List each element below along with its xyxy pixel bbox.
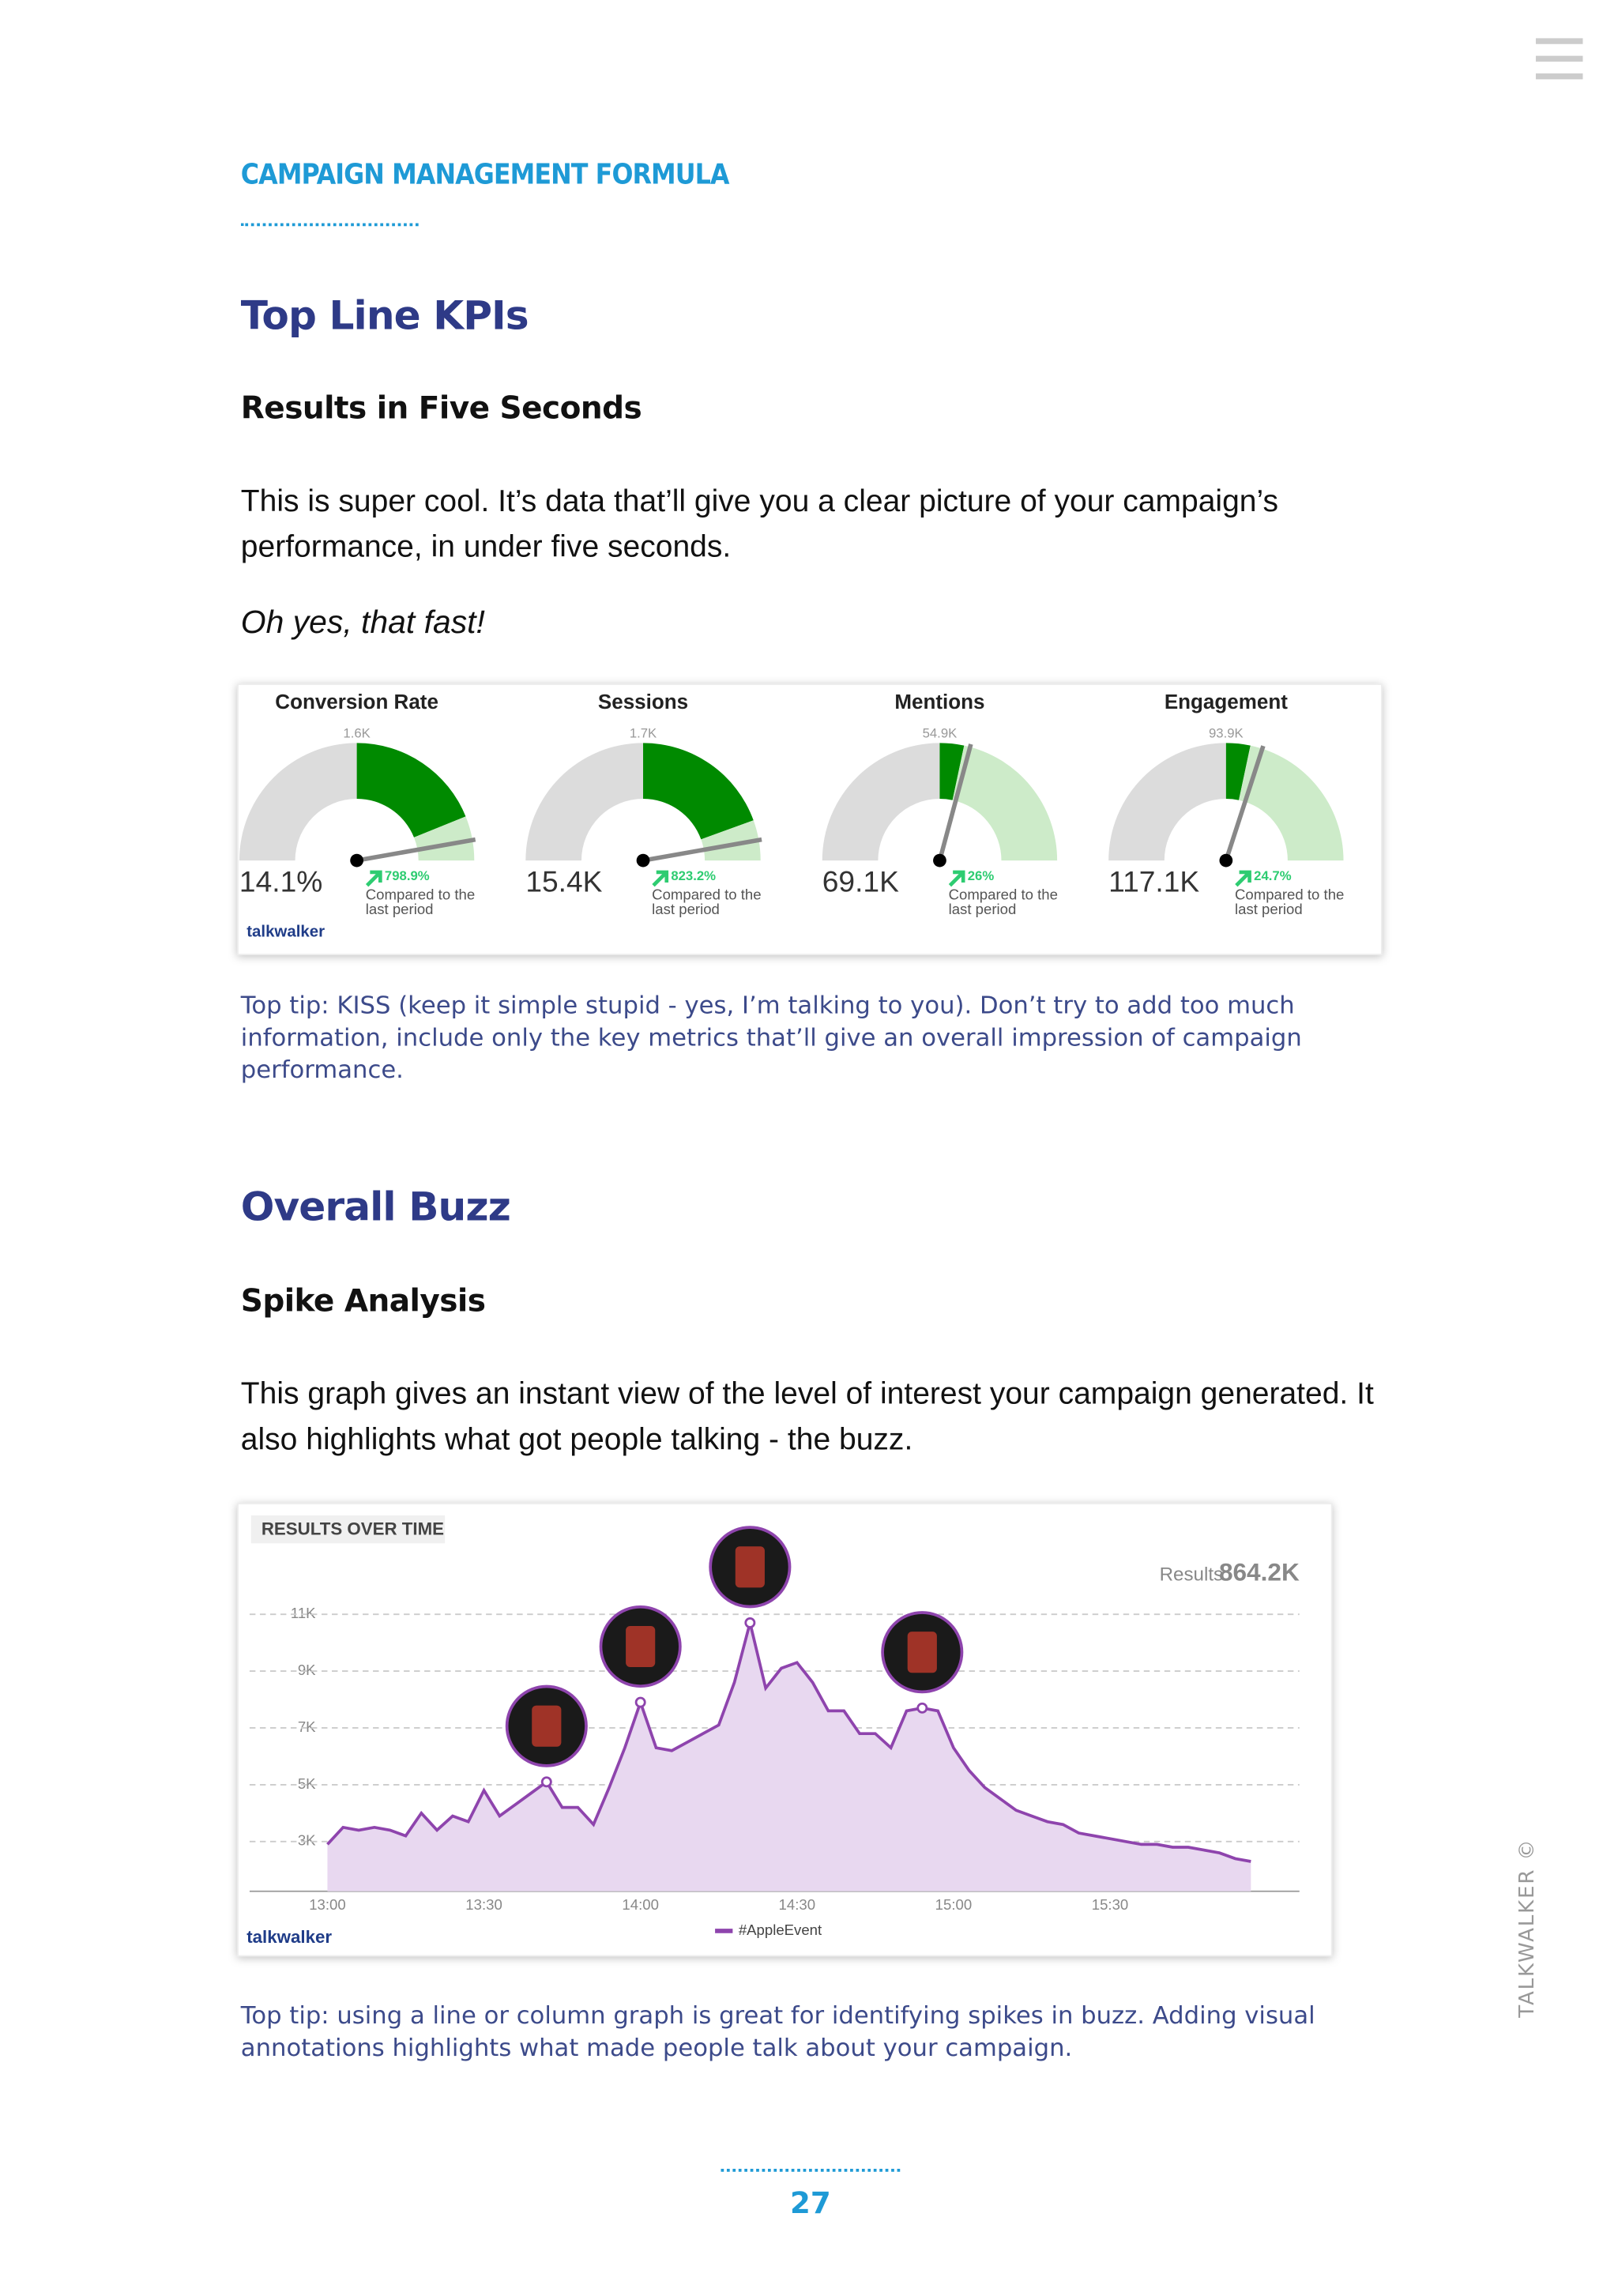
- brand-logo: talkwalker: [246, 923, 325, 941]
- gauge-value: 14.1%: [239, 865, 322, 898]
- annotation-point: [744, 1617, 756, 1628]
- legend-label: #AppleEvent: [739, 1921, 822, 1938]
- trend-arrow: [1235, 870, 1251, 887]
- gauge-value: 117.1K: [1108, 865, 1199, 898]
- gauge-change: 26%: [968, 868, 995, 883]
- gauge-needle: [1224, 745, 1266, 861]
- gauge-rest: [952, 745, 1058, 861]
- y-tick-label: 5K: [298, 1775, 316, 1792]
- area: [327, 1622, 1251, 1891]
- y-tick-label: 11K: [291, 1605, 316, 1621]
- gauge-title: Conversion Rate: [275, 690, 438, 713]
- gauge-change: 24.7%: [1254, 868, 1292, 883]
- line: [326, 1622, 1251, 1863]
- trend-arrow: [948, 870, 965, 887]
- subheading: Results in Five Seconds: [240, 390, 642, 426]
- tip: Top tip: using a line or column graph is…: [240, 2001, 1315, 2062]
- trend-arrow: [365, 870, 382, 887]
- gauge-rest: [701, 820, 761, 861]
- tip: Top tip: KISS (keep it simple stupid - y…: [240, 991, 1302, 1084]
- gauge-comparison: Compared to the: [1235, 886, 1344, 903]
- brand-logo: talkwalker: [246, 1927, 332, 1947]
- gauge-title: Sessions: [598, 690, 688, 713]
- gauge-fill: [1225, 743, 1251, 800]
- x-tick-label: 14:00: [622, 1896, 659, 1913]
- gauge-max: 54.9K: [923, 726, 958, 741]
- gauge-hub: [350, 853, 363, 868]
- gauge-value: 15.4K: [525, 865, 602, 898]
- gauge-needle: [356, 837, 476, 863]
- paragraph: This graph gives an instant view of the …: [240, 1377, 1374, 1457]
- gauge-max: 1.7K: [630, 726, 657, 741]
- gauge-hub: [636, 853, 650, 868]
- gauge-max: 93.9K: [1209, 726, 1244, 741]
- title-badge: [250, 1515, 446, 1544]
- gauge-rest: [1239, 745, 1344, 861]
- y-tick-label: 9K: [298, 1662, 316, 1678]
- gauge-comparison: last period: [949, 901, 1017, 917]
- divider: [721, 2169, 901, 2172]
- x-tick-label: 14:30: [779, 1896, 816, 1913]
- gauge-hub: [1219, 853, 1233, 868]
- gauge-change: 823.2%: [671, 868, 716, 883]
- chart-title: RESULTS OVER TIME: [262, 1519, 444, 1538]
- menu-icon[interactable]: [1535, 38, 1583, 80]
- gauge-comparison: last period: [652, 901, 720, 917]
- gauge-title: Mentions: [894, 690, 984, 713]
- gauge-max: 1.6K: [343, 726, 370, 741]
- annotation-point: [916, 1702, 928, 1714]
- gauge-comparison: last period: [1235, 901, 1303, 917]
- gauge-track: [239, 743, 357, 861]
- trend-arrow: [652, 870, 669, 887]
- heading: Overall Buzz: [240, 1184, 511, 1231]
- heading: Top Line KPIs: [240, 293, 529, 340]
- gauge-fill: [939, 743, 965, 800]
- gauge-needle: [642, 837, 762, 863]
- annotation-point: [540, 1776, 552, 1788]
- gauge-track: [822, 743, 940, 861]
- side-label: TALKWALKER ©: [1515, 1838, 1540, 2018]
- gauge-comparison: Compared to the: [652, 886, 761, 903]
- page-number: 27: [790, 2185, 831, 2221]
- annotation-thumb: [532, 1705, 562, 1747]
- gauge-comparison: last period: [366, 901, 434, 917]
- total-label: Results: [1160, 1564, 1224, 1586]
- paragraph: This is super cool. It’s data that’ll gi…: [240, 484, 1278, 564]
- gauge-comparison: Compared to the: [949, 886, 1058, 903]
- y-tick-label: 7K: [298, 1718, 316, 1735]
- gauge-needle: [937, 743, 973, 861]
- annotation-thumb: [907, 1632, 937, 1673]
- running-title: CAMPAIGN MANAGEMENT FORMULA: [240, 158, 730, 191]
- x-tick-label: 13:00: [309, 1896, 346, 1913]
- gauge-track: [525, 743, 644, 861]
- y-tick-label: 3K: [298, 1832, 316, 1849]
- gauge-comparison: Compared to the: [366, 886, 475, 903]
- gauge-title: Engagement: [1165, 690, 1288, 713]
- gauge-change: 798.9%: [385, 868, 430, 883]
- subheading: Spike Analysis: [240, 1283, 486, 1319]
- gauge-fill: [643, 743, 754, 840]
- x-tick-label: 15:30: [1092, 1896, 1129, 1913]
- gauge-hub: [933, 853, 946, 868]
- gauge-value: 69.1K: [822, 865, 899, 898]
- annotation-thumb: [626, 1625, 656, 1668]
- x-tick-label: 13:30: [465, 1896, 502, 1913]
- annotation-thumb: [735, 1546, 765, 1588]
- emphasis: Oh yes, that fast!: [240, 603, 485, 641]
- annotation-point: [634, 1696, 646, 1708]
- divider: [240, 223, 419, 227]
- total-value: 864.2K: [1219, 1558, 1300, 1586]
- gauge-fill: [356, 743, 466, 837]
- gauge-track: [1108, 743, 1226, 861]
- x-tick-label: 15:00: [935, 1896, 973, 1913]
